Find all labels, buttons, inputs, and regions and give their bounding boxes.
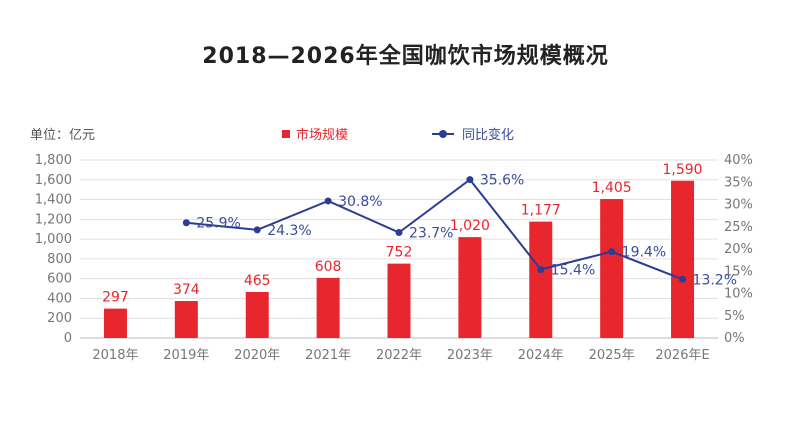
x-tick-label: 2023年 xyxy=(447,348,493,363)
line-point xyxy=(608,248,616,256)
line-point xyxy=(395,229,403,237)
bar-value-label: 1,405 xyxy=(592,180,632,196)
y-left-tick-label: 1,200 xyxy=(35,212,72,227)
y-right-tick-label: 5% xyxy=(724,309,745,324)
line-value-label: 13.2% xyxy=(693,272,737,288)
line-value-label: 35.6% xyxy=(480,173,524,189)
line-value-label: 24.3% xyxy=(267,223,311,239)
legend-swatch-line xyxy=(432,129,454,138)
unit-label: 单位：亿元 xyxy=(30,128,96,143)
line-value-label: 25.9% xyxy=(196,216,240,232)
x-tick-label: 2020年 xyxy=(234,348,280,363)
y-left-tick-label: 800 xyxy=(47,252,72,267)
line-point xyxy=(466,176,474,184)
bar xyxy=(174,301,198,338)
y-right-tick-label: 30% xyxy=(724,198,753,213)
y-left-tick-label: 1,600 xyxy=(35,173,72,188)
legend-label-yoy-change: 同比变化 xyxy=(462,128,515,143)
y-left-tick-label: 400 xyxy=(47,291,72,306)
y-left-tick-label: 1,800 xyxy=(35,153,72,168)
y-left-tick-label: 1,000 xyxy=(35,232,72,247)
x-tick-label: 2022年 xyxy=(376,348,422,363)
y-right-tick-label: 20% xyxy=(724,242,753,257)
y-left-tick-label: 200 xyxy=(47,311,72,326)
bar xyxy=(103,308,127,338)
bar xyxy=(529,221,553,338)
bar xyxy=(316,277,340,338)
line-value-label: 23.7% xyxy=(409,226,453,242)
y-right-tick-label: 15% xyxy=(724,264,753,279)
x-tick-label: 2018年 xyxy=(92,348,138,363)
line-value-label: 15.4% xyxy=(551,262,595,278)
bar-value-label: 1,590 xyxy=(663,162,703,178)
x-tick-label: 2025年 xyxy=(589,348,635,363)
line-value-label: 19.4% xyxy=(622,245,666,261)
legend-item-yoy-change: 同比变化 xyxy=(432,124,514,143)
x-tick-label: 2024年 xyxy=(518,348,564,363)
x-tick-label: 2019年 xyxy=(163,348,209,363)
y-right-tick-label: 0% xyxy=(724,331,745,346)
legend-label-market-size: 市场规模 xyxy=(296,128,349,143)
y-left-tick-label: 0 xyxy=(64,331,72,346)
x-tick-label: 2021年 xyxy=(305,348,351,363)
y-left-tick-label: 600 xyxy=(47,272,72,287)
y-right-tick-label: 25% xyxy=(724,220,753,235)
legend-item-market-size: 市场规模 xyxy=(282,124,348,143)
line-point xyxy=(253,226,261,234)
chart-title: 2018—2026年全国咖饮市场规模概况 xyxy=(202,44,609,69)
bar xyxy=(600,199,624,338)
line-point xyxy=(537,265,545,273)
bar xyxy=(387,263,411,338)
x-tick-label: 2026年E xyxy=(655,348,709,363)
bar-value-label: 1,020 xyxy=(450,218,490,234)
bar xyxy=(671,180,695,338)
legend-swatch-bar xyxy=(282,129,290,138)
bar-value-label: 374 xyxy=(173,282,200,298)
bar xyxy=(245,292,269,338)
bar-value-label: 608 xyxy=(315,259,342,275)
line-point xyxy=(182,219,190,227)
line-point xyxy=(679,275,687,283)
bar-value-label: 1,177 xyxy=(521,203,561,219)
bar-value-label: 465 xyxy=(244,273,271,289)
y-right-tick-label: 35% xyxy=(724,175,753,190)
bar-value-label: 297 xyxy=(102,290,129,306)
line-value-label: 30.8% xyxy=(338,194,382,210)
y-right-tick-label: 40% xyxy=(724,153,753,168)
yoy-change-line xyxy=(186,178,683,281)
y-right-tick-label: 10% xyxy=(724,287,753,302)
line-point xyxy=(324,197,332,205)
bar xyxy=(458,237,482,338)
y-left-tick-label: 1,400 xyxy=(35,193,72,208)
bar-value-label: 752 xyxy=(386,245,413,261)
